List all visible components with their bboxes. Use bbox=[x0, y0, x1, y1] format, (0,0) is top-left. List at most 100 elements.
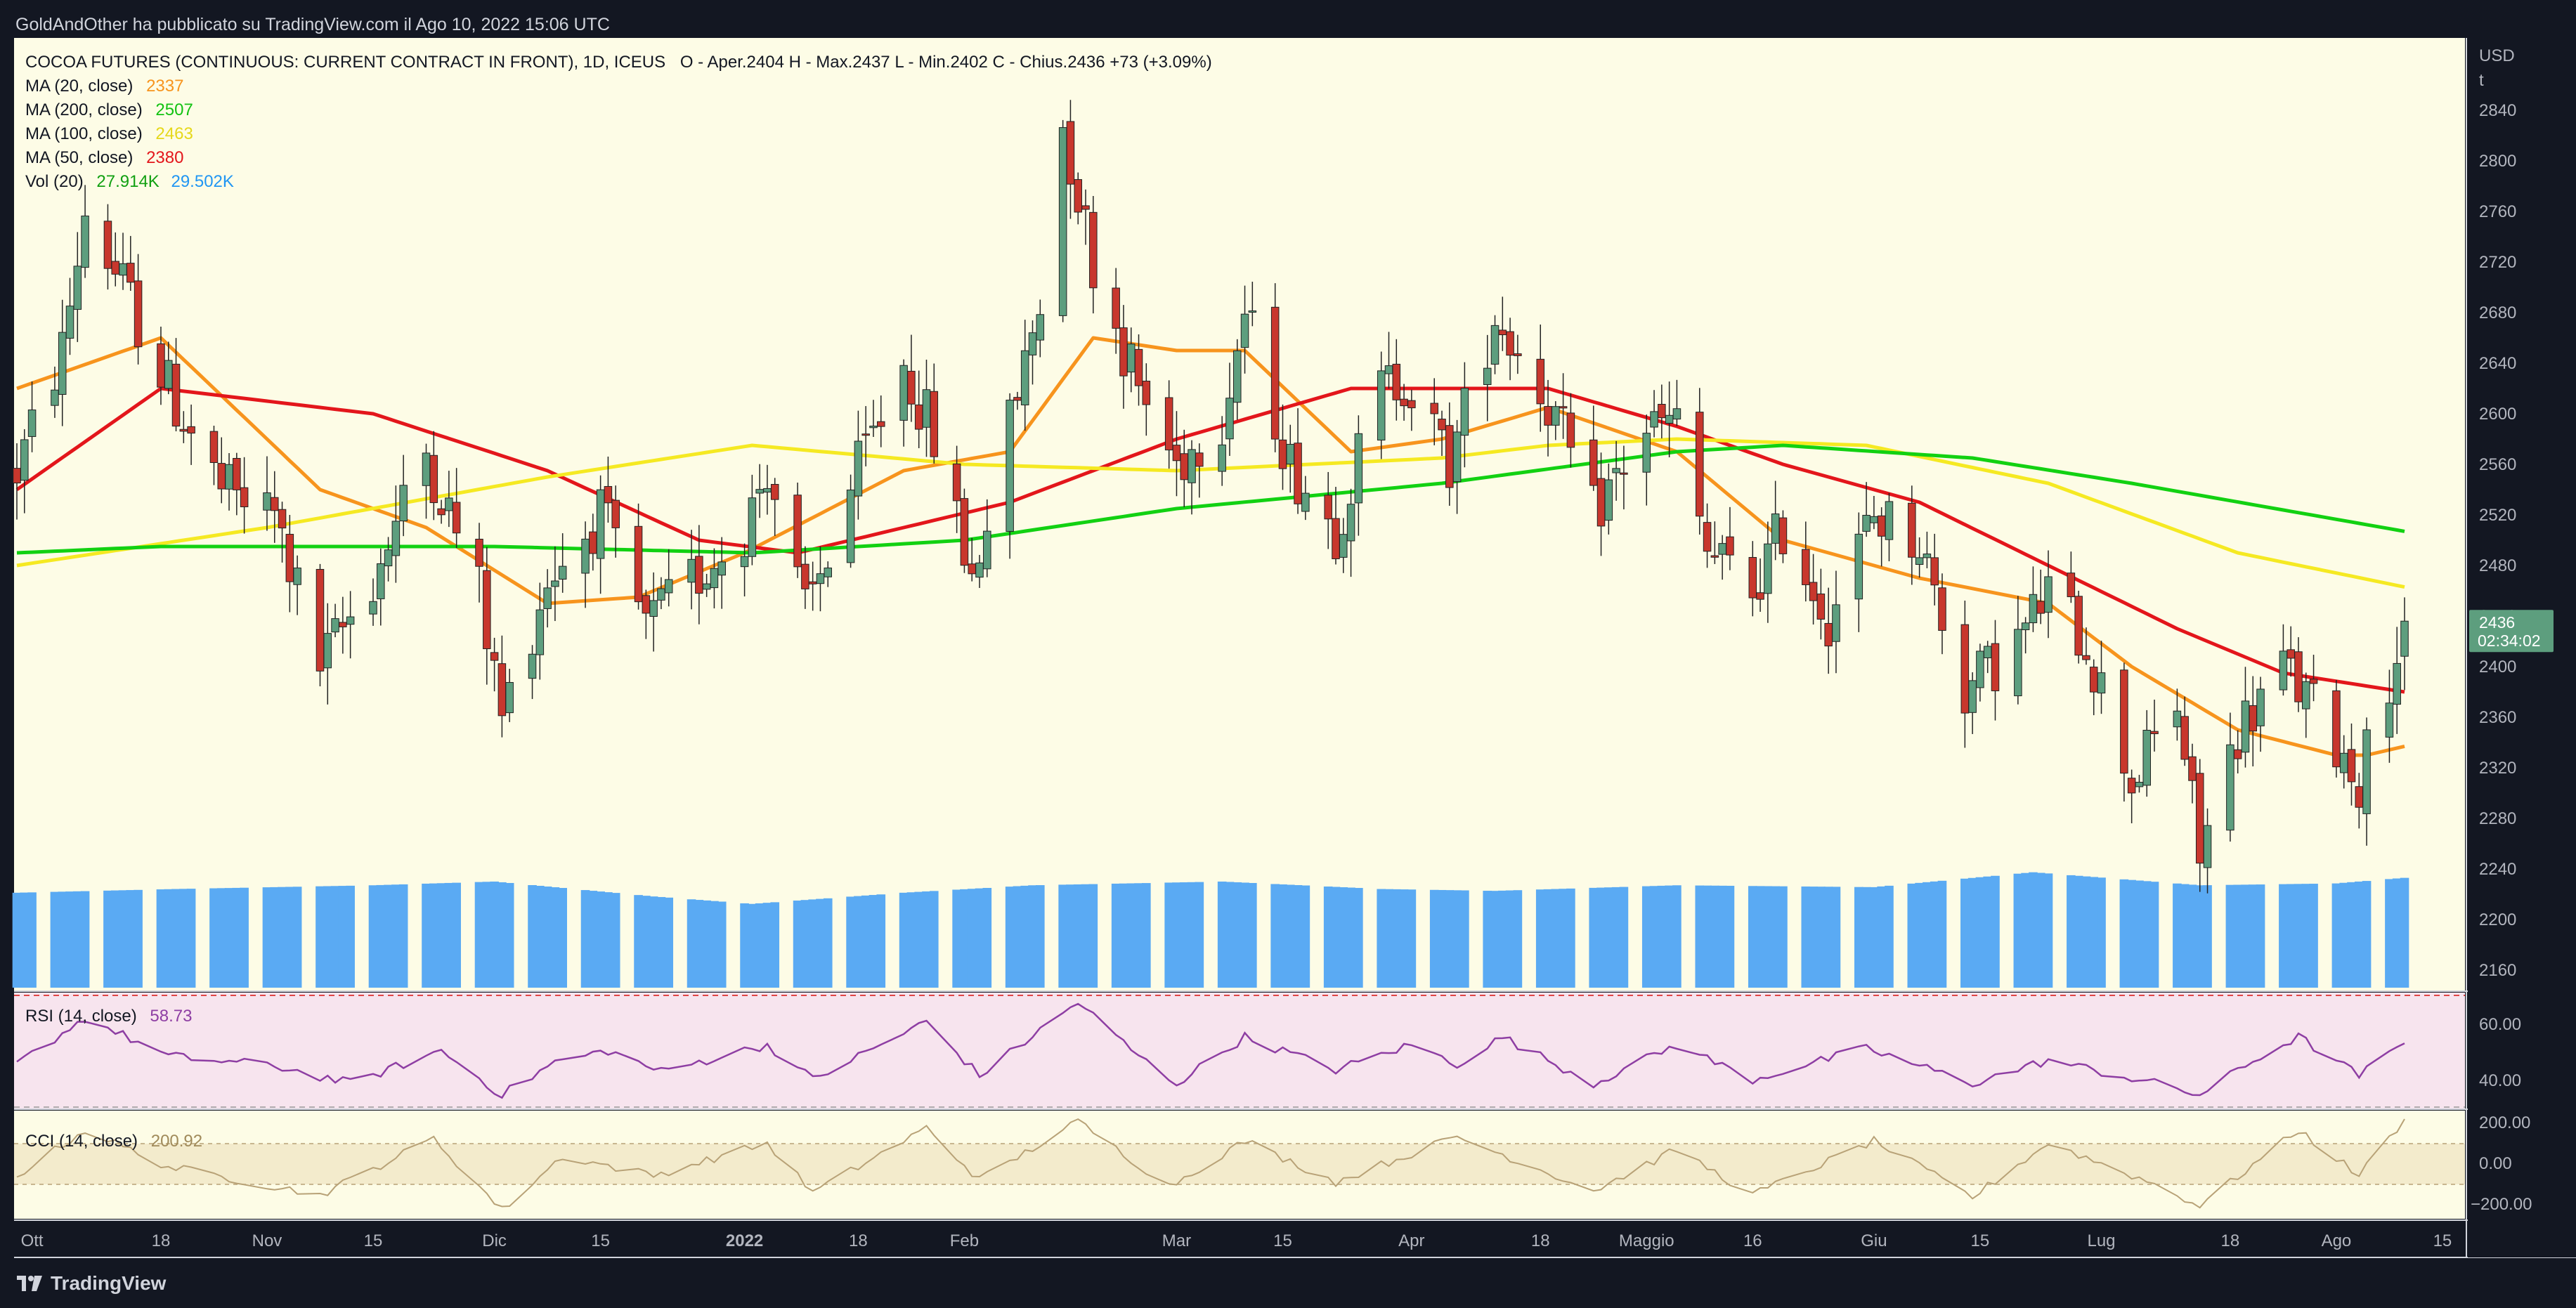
candle-up bbox=[816, 573, 825, 584]
candle-down bbox=[1809, 582, 1818, 601]
cci-axis[interactable]: 200.00 0.00 −200.00 bbox=[2471, 1113, 2532, 1214]
price-axis[interactable]: USD t 2840 2800 2760 2720 2680 2640 2600 2560 25… bbox=[2468, 38, 2576, 1257]
countdown-timer: 02:34:02 bbox=[2478, 632, 2541, 650]
volume-bar bbox=[2241, 884, 2250, 988]
ma50-label[interactable]: MA (50, close) bbox=[25, 148, 133, 167]
price-tick: 2240 bbox=[2479, 860, 2516, 879]
candle-up bbox=[1915, 557, 1924, 565]
candle-down bbox=[179, 429, 188, 432]
svg-text:MA (200, close) 2507: MA (200, close) 2507 bbox=[25, 100, 193, 119]
volume-bar bbox=[497, 882, 507, 988]
volume-bar bbox=[2089, 877, 2099, 988]
volume-bar bbox=[1301, 885, 1310, 988]
volume-bar bbox=[702, 900, 711, 988]
candle-up bbox=[710, 568, 719, 589]
candle-down bbox=[13, 468, 21, 484]
candle-up bbox=[2021, 622, 2030, 631]
volume-bar bbox=[1088, 884, 1098, 988]
candle-up bbox=[2279, 650, 2288, 691]
time-tick: Lug bbox=[2087, 1231, 2115, 1250]
time-tick: Feb bbox=[950, 1231, 979, 1250]
moving-averages bbox=[15, 336, 2405, 757]
candle-down bbox=[1960, 624, 1970, 714]
candle-up bbox=[2393, 662, 2401, 705]
candle-down bbox=[1748, 556, 1757, 599]
volume-bar bbox=[1278, 884, 1287, 988]
candle-up bbox=[445, 497, 453, 511]
tradingview-brand[interactable]: TradingView bbox=[15, 1268, 166, 1299]
volume-bar bbox=[2013, 873, 2023, 988]
candle-down bbox=[2120, 669, 2128, 774]
ma200-label[interactable]: MA (200, close) bbox=[25, 100, 143, 119]
volume-bar bbox=[1861, 887, 1871, 988]
volume-bar bbox=[649, 896, 658, 988]
volume-bar bbox=[2256, 884, 2265, 988]
candle-down bbox=[1726, 536, 1734, 556]
volume-bar bbox=[2385, 879, 2394, 988]
candle-down bbox=[2150, 731, 2159, 735]
vol-label[interactable]: Vol (20) bbox=[25, 172, 84, 191]
volume-bar bbox=[171, 889, 181, 988]
candle-down bbox=[1802, 549, 1810, 585]
rsi-pane[interactable] bbox=[14, 993, 2465, 1108]
candle-down bbox=[2195, 773, 2204, 864]
symbol-title[interactable]: COCOA FUTURES (CONTINUOUS: CURRENT CONTR… bbox=[25, 53, 665, 72]
candle-up bbox=[975, 562, 984, 578]
candle-up bbox=[1020, 350, 1029, 405]
volume-bar bbox=[808, 899, 817, 988]
main-pane[interactable] bbox=[14, 38, 2465, 990]
volume-bar bbox=[1028, 885, 1037, 988]
candle-down bbox=[1180, 453, 1189, 480]
candle-down bbox=[1445, 425, 1454, 488]
candle-up bbox=[1665, 414, 1674, 424]
candle-down bbox=[1506, 331, 1514, 356]
candle-up bbox=[1384, 365, 1393, 374]
rsi-label[interactable]: RSI (14, close) bbox=[25, 1007, 137, 1026]
candle-down bbox=[171, 363, 181, 427]
time-tick: 18 bbox=[152, 1231, 171, 1250]
candle-down bbox=[1392, 363, 1401, 400]
volume-bar bbox=[12, 892, 22, 988]
candle-down bbox=[1195, 452, 1204, 467]
price-tick: 2800 bbox=[2479, 152, 2516, 171]
candle-up bbox=[1983, 646, 1992, 658]
volume-bar bbox=[209, 888, 219, 988]
candle-up bbox=[2400, 620, 2409, 657]
candle-down bbox=[2347, 749, 2356, 783]
volume-bar bbox=[2309, 884, 2318, 988]
volume-bar bbox=[20, 892, 30, 988]
candle-up bbox=[58, 332, 67, 395]
time-tick: 15 bbox=[1273, 1231, 1292, 1250]
volume-bar bbox=[1270, 884, 1280, 988]
candle-down bbox=[134, 280, 143, 348]
candle-down bbox=[642, 595, 651, 614]
volume-bar bbox=[748, 903, 757, 988]
candle-up bbox=[263, 492, 271, 511]
candle-down bbox=[1703, 522, 1712, 552]
ma20-value: 2337 bbox=[146, 77, 183, 96]
time-tick: Ago bbox=[2322, 1231, 2352, 1250]
volume-bar bbox=[27, 892, 37, 988]
volume-bar bbox=[664, 897, 674, 988]
volume-bar bbox=[1445, 890, 1455, 988]
volume-bar bbox=[1232, 882, 1242, 988]
time-axis[interactable]: Ott 18 Nov 15 Dic 15 2022 18 Feb Mar 15 Apr 18 Maggio… bbox=[21, 1231, 2452, 1250]
volume-bar bbox=[2294, 884, 2303, 988]
volume-bar bbox=[2081, 876, 2091, 988]
volume-bar bbox=[2195, 885, 2205, 988]
volume-bar bbox=[1885, 885, 1894, 988]
cci-label[interactable]: CCI (14, close) bbox=[25, 1132, 138, 1151]
rsi-axis[interactable]: 60.00 40.00 bbox=[2479, 1015, 2521, 1090]
candle-up bbox=[65, 306, 74, 339]
volume-bar bbox=[1960, 878, 1970, 988]
candle-up bbox=[1058, 127, 1067, 316]
ma100-label[interactable]: MA (100, close) bbox=[25, 124, 143, 143]
candle-down bbox=[483, 570, 491, 650]
ma20-label[interactable]: MA (20, close) bbox=[25, 77, 133, 96]
candle-up bbox=[824, 568, 833, 577]
volume-bar bbox=[316, 886, 325, 988]
time-tick: 16 bbox=[1743, 1231, 1762, 1250]
candle-down bbox=[1908, 502, 1916, 558]
volume-bar bbox=[1657, 885, 1667, 988]
